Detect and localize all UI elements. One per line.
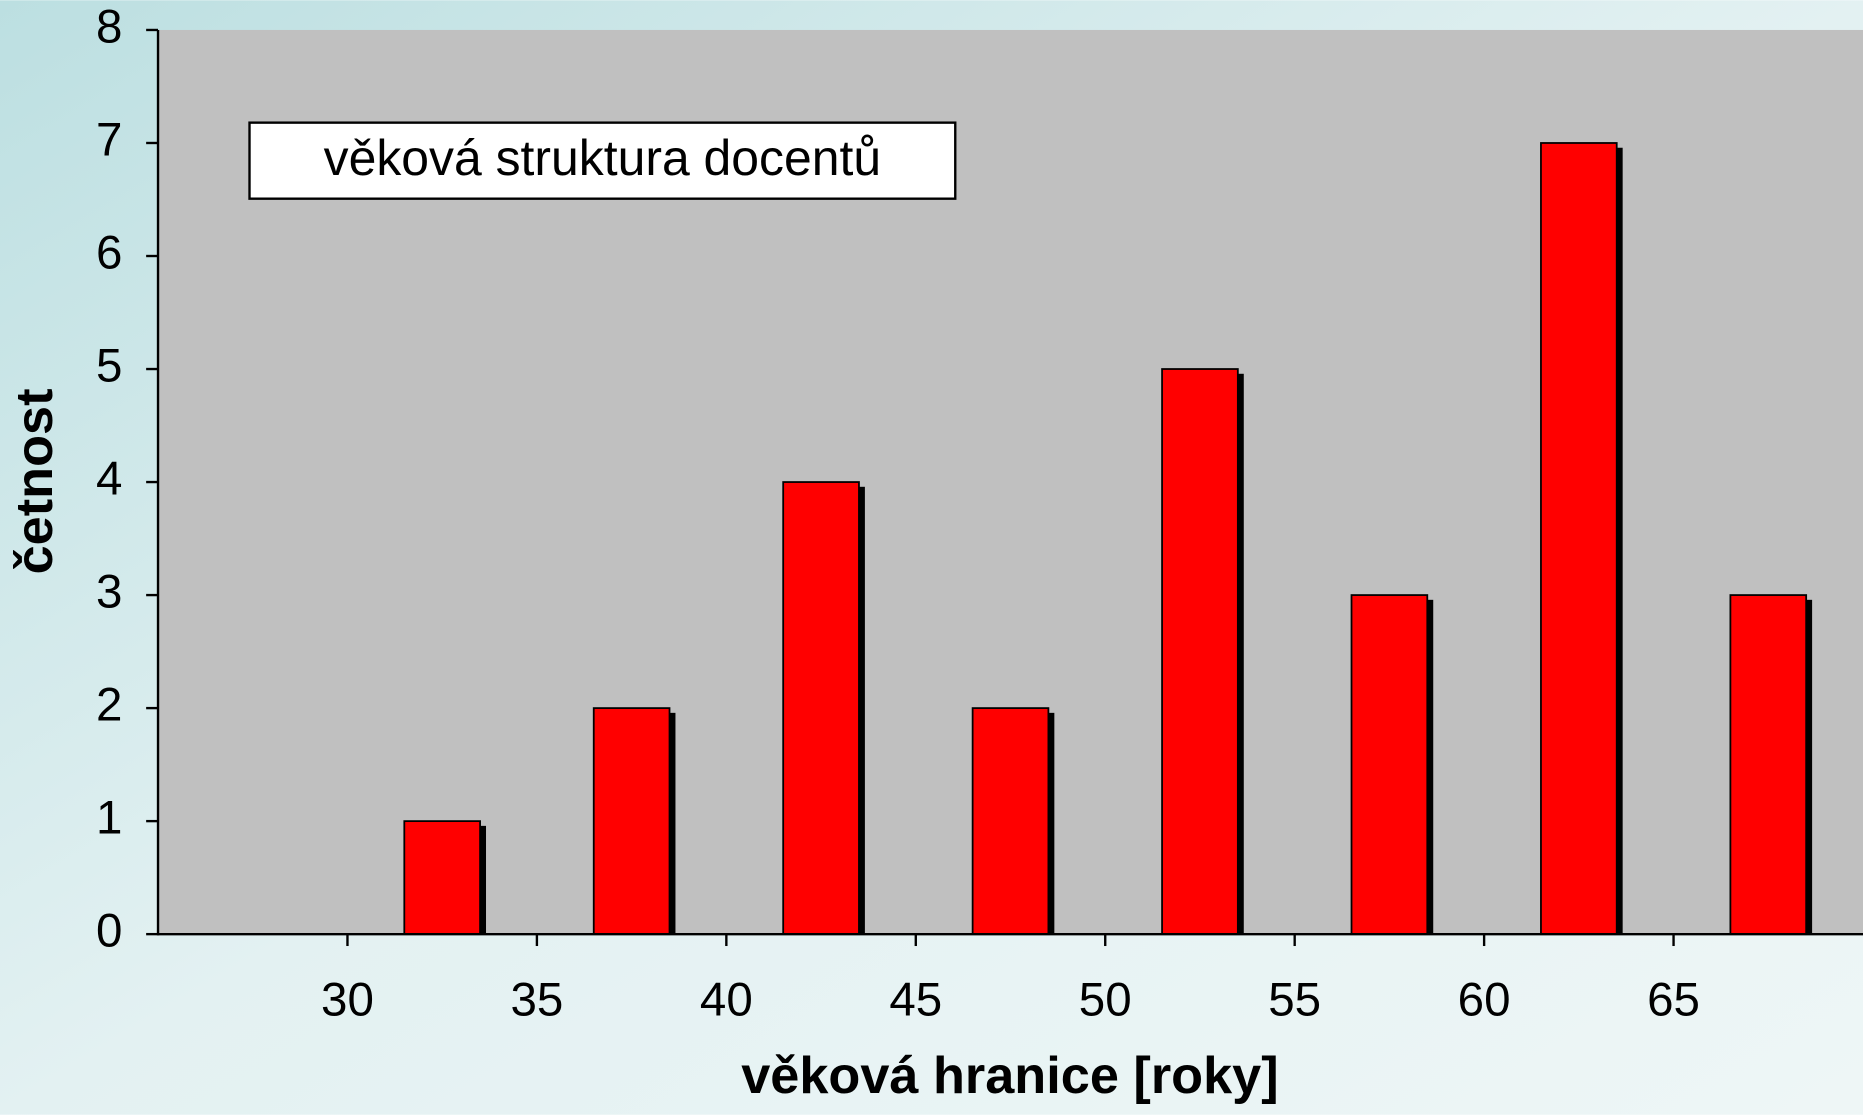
y-tick-label: 3: [96, 566, 122, 619]
annotation-box: [248, 121, 957, 200]
annotation: věková struktura docentů: [324, 130, 881, 186]
bar: [971, 707, 1050, 936]
y-tick-label: 7: [96, 114, 122, 167]
x-tick-label: 30: [321, 974, 374, 1027]
y-tick-label: 2: [96, 679, 122, 732]
bar: [403, 820, 481, 936]
y-tick-label: 5: [96, 340, 122, 393]
bar: [1350, 594, 1429, 936]
bar: [592, 707, 671, 936]
y-axis-title: četnost: [6, 389, 64, 575]
y-tick-label: 6: [96, 227, 122, 280]
bar: [1540, 142, 1618, 936]
y-tick-label: 4: [96, 453, 122, 506]
x-tick-label: 40: [700, 974, 753, 1027]
bar: [1729, 594, 1808, 936]
x-axis-title: věková hranice [roky]: [741, 1047, 1278, 1105]
x-tick-label: 55: [1268, 974, 1321, 1027]
y-tick-label: 1: [96, 792, 122, 845]
y-tick-label: 8: [96, 1, 122, 54]
y-tick-label: 0: [96, 905, 122, 958]
x-tick-label: 50: [1079, 974, 1132, 1027]
x-tick-label: 45: [889, 974, 942, 1027]
bar: [782, 481, 860, 936]
bar: [1161, 368, 1239, 936]
x-tick-label: 65: [1647, 974, 1700, 1027]
x-tick-label: 35: [510, 974, 563, 1027]
x-tick-label: 60: [1458, 974, 1511, 1027]
